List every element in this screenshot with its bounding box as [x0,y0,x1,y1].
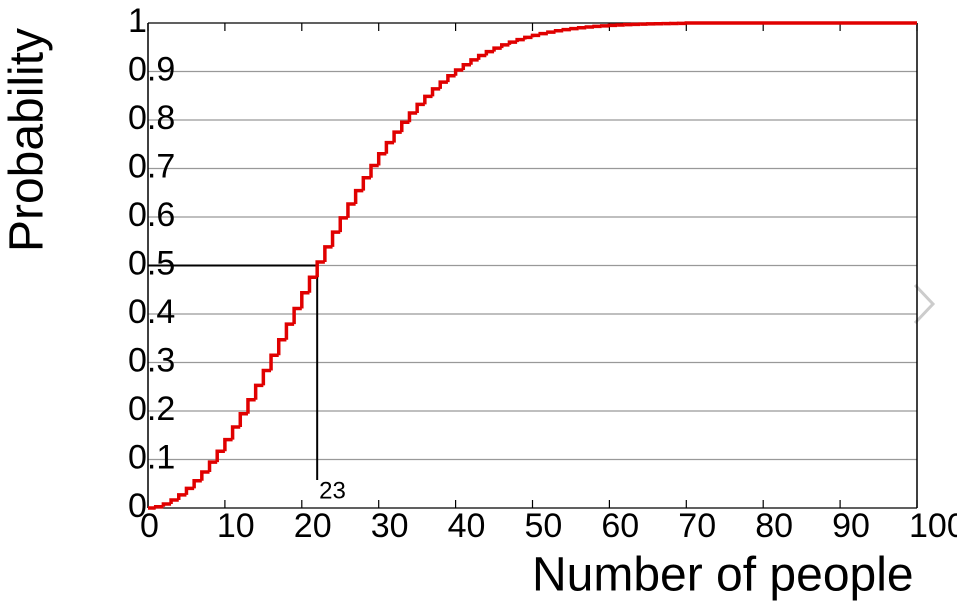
step-segment [392,130,402,143]
step-segment [523,35,533,40]
step-segment [492,46,502,52]
y-tick-label: 1 [128,2,147,40]
y-tick-label: 0.6 [128,196,175,234]
step-segment [238,411,248,428]
step-segment [330,230,341,247]
step-segment [253,383,264,400]
step-segment [384,140,395,154]
step-segment [230,425,241,440]
y-tick-label: 0.1 [128,438,175,476]
x-tick-label: 70 [678,507,716,545]
x-tick-label: 10 [217,507,255,545]
step-segment [207,460,218,472]
x-tick-label: 50 [525,507,563,545]
x-axis-title: Number of people [532,549,914,602]
step-segment [276,338,287,356]
step-segment [223,437,233,452]
x-tick-label: 30 [371,507,409,545]
x-tick-label: 60 [601,507,639,545]
y-tick-label: 0.7 [128,147,175,185]
step-segment [484,49,495,56]
y-tick-label: 0 [128,487,147,525]
step-segment [353,188,364,204]
step-segment [292,306,302,325]
step-segment [476,53,487,60]
step-segment [561,27,571,32]
step-segment [361,175,372,191]
step-segment [307,275,318,293]
y-tick-label: 0.3 [128,341,175,379]
step-segment [192,478,202,489]
step-segment [538,31,548,36]
step-segment [453,68,464,76]
step-segment [592,24,602,29]
step-segment [315,260,325,278]
step-segment [576,26,587,30]
step-segment [300,291,310,309]
step-segment [584,25,595,29]
step-segment [515,37,525,43]
step-segment [407,111,418,123]
step-segment [376,151,387,166]
x-tick-label: 40 [448,507,486,545]
step-segment [569,26,579,31]
y-axis-title: Probability [1,28,54,252]
y-tick-label: 0.9 [128,50,175,88]
step-segment [261,368,272,386]
step-segment [284,322,295,340]
step-segment [507,40,518,45]
x-tick-label: 0 [140,507,159,545]
annotation-label: 23 [319,477,346,504]
x-tick-label: 90 [832,507,870,545]
x-tick-label: 80 [755,507,793,545]
step-segment [153,504,164,509]
step-segment [446,74,456,83]
step-segment [184,486,195,495]
step-segment [323,245,333,262]
step-segment [400,120,410,133]
y-tick-label: 0.8 [128,99,175,137]
step-segment [423,94,433,105]
step-segment [177,493,187,501]
step-segment [338,216,348,233]
step-segment [461,62,471,70]
y-tick-label: 0.4 [128,293,175,331]
step-segment [546,30,556,34]
step-segment [169,498,179,505]
y-tick-label: 0.5 [128,244,175,282]
step-segment [438,80,448,89]
step-segment [369,163,379,178]
step-segment [346,202,356,218]
step-segment [530,33,541,38]
step-segment [499,43,510,49]
step-segment [599,24,610,28]
step-segment [269,353,279,371]
next-arrow[interactable] [913,283,936,325]
step-segment [469,58,479,65]
step-segment [553,29,564,33]
step-segment [430,87,441,97]
step-segment [215,449,225,463]
x-tick-label: 20 [294,507,332,545]
step-segment [161,502,172,507]
step-segment [200,470,210,481]
x-tick-label: 100 [909,507,957,545]
step-segment [246,398,256,414]
y-tick-label: 0.2 [128,390,175,428]
step-segment [415,102,425,114]
